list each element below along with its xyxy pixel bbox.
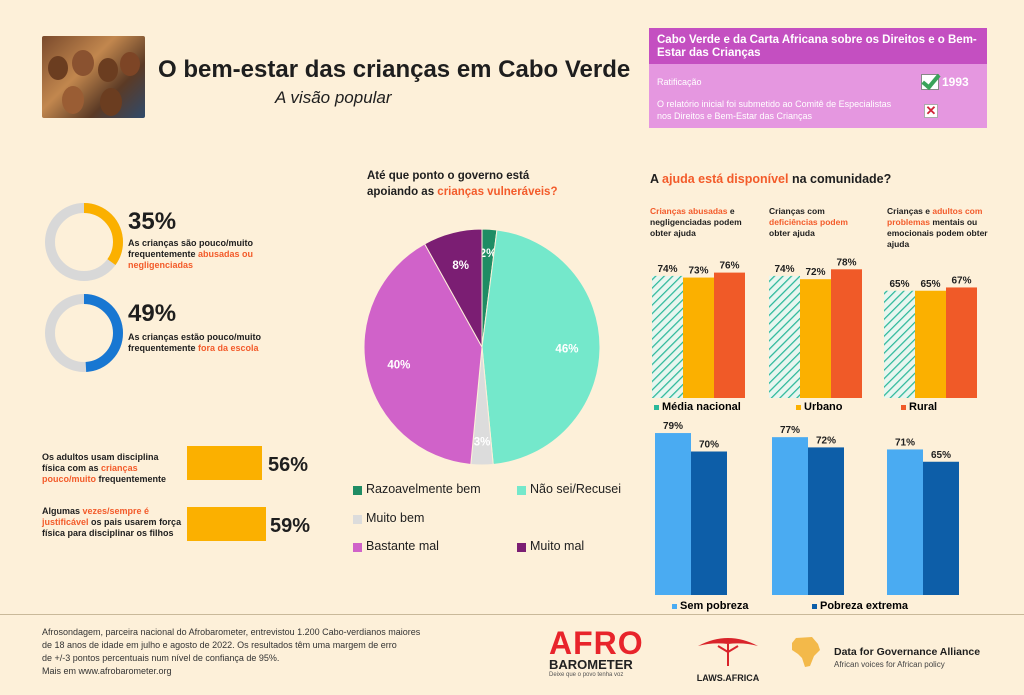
bar-bottom-1-1 xyxy=(808,447,844,595)
ring-value xyxy=(45,294,123,372)
bar-top-1-0 xyxy=(683,277,714,398)
charter-box: Cabo Verde e da Carta Africana sobre os … xyxy=(649,28,987,128)
pie-slice-1 xyxy=(481,229,601,466)
page-subtitle: A visão popular xyxy=(275,88,392,107)
legend-label-0: Razoavelmente bem xyxy=(366,482,481,496)
ring-desc-school: As crianças estão pouco/muito frequentem… xyxy=(128,332,262,353)
tree-icon xyxy=(698,638,758,666)
bar-legend-bottom-0: Sem pobreza xyxy=(680,600,749,612)
africa-map-icon xyxy=(792,637,820,667)
bar-legend-top-1: Urbano xyxy=(804,401,843,413)
bar-top-2-0 xyxy=(714,272,745,398)
pie-label-3: 40% xyxy=(387,359,410,371)
help-group-2: Crianças com deficiências podem obter aj… xyxy=(769,206,848,238)
report-label: O relatório inicial foi submetido ao Com… xyxy=(657,99,892,121)
discipline-pct-1: 56% xyxy=(268,454,309,476)
help-bar-charts: 74% 74% 65% 73% 72% 65% 76% 78% 67% Média naciona… xyxy=(652,257,977,612)
bar-top-label-1-1: 72% xyxy=(805,267,825,278)
bar-legend-swatch-top-2 xyxy=(901,405,906,410)
legend-label-1: Não sei/Recusei xyxy=(530,482,622,496)
bar-legend-bottom-1: Pobreza extrema xyxy=(820,600,909,612)
bar-top-0-2 xyxy=(884,290,915,398)
bar-top-label-1-2: 65% xyxy=(920,279,940,290)
bar-top-label-0-0: 74% xyxy=(657,264,677,275)
cross-icon: ✕ xyxy=(924,103,938,118)
pie-label-4: 8% xyxy=(452,260,469,272)
bar-top-0-0 xyxy=(652,275,683,398)
ring-chart-school xyxy=(45,294,123,372)
pie-slice-3 xyxy=(363,243,483,466)
legend-swatch-2 xyxy=(353,515,362,524)
laws-africa-logo: LAWS.AFRICA xyxy=(688,628,768,683)
discipline-desc-1: Os adultos usam disciplina física com as… xyxy=(42,452,167,484)
check-icon xyxy=(921,74,939,90)
bar-top-label-2-2: 67% xyxy=(951,275,971,286)
bar-bottom-label-0-0: 79% xyxy=(663,421,683,432)
bar-bottom-label-1-2: 65% xyxy=(931,450,951,461)
pie-question: Até que ponto o governo está apoiando as… xyxy=(367,170,558,198)
charter-heading: Cabo Verde e da Carta Africana sobre os … xyxy=(649,28,987,64)
help-group-1: Crianças abusadas e negligenciadas podem… xyxy=(650,206,742,238)
legend-label-2: Muito bem xyxy=(366,511,425,525)
legend-swatch-3 xyxy=(353,543,362,552)
ring-chart-abuse xyxy=(45,203,123,281)
discipline-bar-2 xyxy=(187,507,267,541)
bar-bottom-label-1-0: 70% xyxy=(699,440,719,451)
ring-pct-abuse: 35% xyxy=(128,208,177,235)
bar-legend-swatch-bottom-0 xyxy=(672,604,677,609)
bar-top-label-2-1: 78% xyxy=(836,257,856,268)
dga-logo xyxy=(788,634,824,675)
pie-slice-4 xyxy=(423,228,483,349)
bar-top-label-2-0: 76% xyxy=(719,261,739,272)
pie-label-0: 2% xyxy=(480,248,497,260)
pie-label-1: 46% xyxy=(555,343,578,355)
dga-subtitle: African voices for African policy xyxy=(834,660,945,669)
bar-legend-swatch-top-1 xyxy=(796,405,801,410)
ring-value xyxy=(45,203,123,281)
bar-legend-top-0: Média nacional xyxy=(662,401,741,413)
legend-swatch-0 xyxy=(353,486,362,495)
footer-text: Afrosondagem, parceira nacional do Afrob… xyxy=(42,627,421,676)
discipline-bar-1 xyxy=(187,446,263,480)
help-title: A ajuda está disponível na comunidade? xyxy=(650,172,892,186)
pie-label-2: 3% xyxy=(474,436,491,448)
bar-top-1-1 xyxy=(800,279,831,398)
bar-top-label-0-1: 74% xyxy=(774,264,794,275)
bar-legend-swatch-top-0 xyxy=(654,405,659,410)
pie-chart: 2% 46% 3% 40% 8% xyxy=(363,228,601,466)
bar-bottom-1-2 xyxy=(923,461,959,595)
footer xyxy=(0,614,1024,695)
children-photo xyxy=(42,36,145,118)
bar-bottom-0-1 xyxy=(772,437,808,595)
bar-top-1-2 xyxy=(915,290,946,398)
ring-desc-abuse: As crianças são pouco/muito frequentemen… xyxy=(128,238,254,270)
bar-bottom-1-0 xyxy=(691,451,727,595)
bar-top-0-1 xyxy=(769,275,800,398)
bar-top-2-1 xyxy=(831,269,862,398)
bar-top-2-2 xyxy=(946,287,977,398)
page-title: O bem-estar das crianças em Cabo Verde xyxy=(158,56,631,83)
bar-top-label-1-0: 73% xyxy=(688,266,708,277)
discipline-pct-2: 59% xyxy=(270,515,311,537)
discipline-desc-2: Algumas vezes/sempre é justificável os p… xyxy=(42,506,182,538)
afrobarometer-logo: AFRO BAROMETER Deixe que o povo tenha vo… xyxy=(549,625,644,678)
ring-pct-school: 49% xyxy=(128,300,177,327)
legend-label-4: Muito mal xyxy=(530,539,585,553)
legend-swatch-4 xyxy=(517,543,526,552)
bar-bottom-label-0-1: 77% xyxy=(780,425,800,436)
legend-label-3: Bastante mal xyxy=(366,539,439,553)
bar-legend-swatch-bottom-1 xyxy=(812,604,817,609)
bar-bottom-0-2 xyxy=(887,449,923,595)
dga-title: Data for Governance Alliance xyxy=(834,646,981,658)
bar-top-label-0-2: 65% xyxy=(889,279,909,290)
help-group-3: Crianças e adultos com problemas mentais… xyxy=(887,206,988,249)
ratification-year: 1993 xyxy=(942,75,969,89)
legend-swatch-1 xyxy=(517,486,526,495)
bar-bottom-label-0-2: 71% xyxy=(895,437,915,448)
bar-legend-top-2: Rural xyxy=(909,401,937,413)
ratification-label: Ratificação xyxy=(657,77,702,87)
bar-bottom-0-0 xyxy=(655,433,691,595)
bar-bottom-label-1-1: 72% xyxy=(816,435,836,446)
